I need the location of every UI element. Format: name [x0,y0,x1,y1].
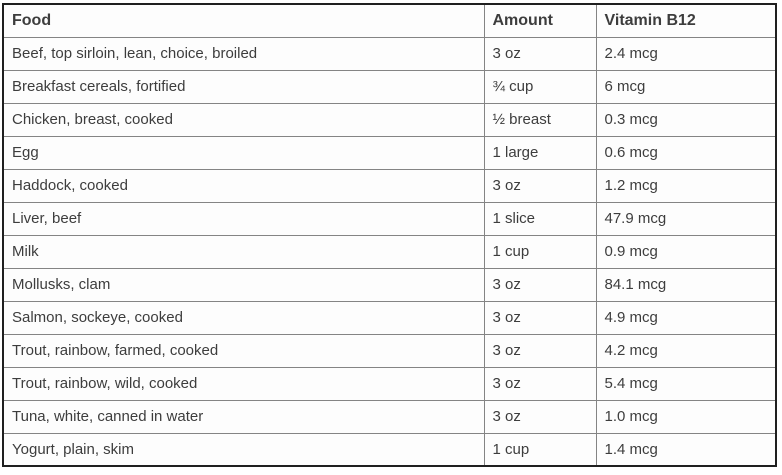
b12-cell: 1.4 mcg [595,432,777,467]
table-row: Yogurt, plain, skim 1 cup 1.4 mcg [2,432,777,467]
b12-cell: 0.6 mcg [595,135,777,170]
amount-cell: 1 large [483,135,597,170]
amount-cell: 3 oz [483,366,597,401]
food-cell: Milk [2,234,485,269]
food-cell: Tuna, white, canned in water [2,399,485,434]
table-header: Food Amount Vitamin B12 [2,3,777,38]
amount-cell: 3 oz [483,333,597,368]
food-cell: Yogurt, plain, skim [2,432,485,467]
table-row: Trout, rainbow, farmed, cooked 3 oz 4.2 mc… [2,333,777,368]
vitamin-b12-food-table: Food Amount Vitamin B12 Beef, top sirloi… [2,3,777,467]
b12-cell: 47.9 mcg [595,201,777,236]
amount-cell: 3 oz [483,399,597,434]
b12-cell: 5.4 mcg [595,366,777,401]
amount-cell: ½ breast [483,102,597,137]
food-cell: Chicken, breast, cooked [2,102,485,137]
header-amount: Amount [483,3,597,38]
b12-cell: 0.3 mcg [595,102,777,137]
b12-cell: 84.1 mcg [595,267,777,302]
table-row: Beef, top sirloin, lean, choice, broiled… [2,36,777,71]
amount-cell: 3 oz [483,267,597,302]
b12-cell: 2.4 mcg [595,36,777,71]
food-cell: Trout, rainbow, wild, cooked [2,366,485,401]
table-row: Mollusks, clam 3 oz 84.1 mcg [2,267,777,302]
b12-cell: 1.0 mcg [595,399,777,434]
table-row: Egg 1 large 0.6 mcg [2,135,777,170]
amount-cell: 3 oz [483,300,597,335]
food-cell: Egg [2,135,485,170]
b12-cell: 4.2 mcg [595,333,777,368]
food-cell: Haddock, cooked [2,168,485,203]
table-row: Haddock, cooked 3 oz 1.2 mcg [2,168,777,203]
b12-cell: 0.9 mcg [595,234,777,269]
amount-cell: 1 slice [483,201,597,236]
b12-cell: 1.2 mcg [595,168,777,203]
amount-cell: 1 cup [483,432,597,467]
amount-cell: 3 oz [483,168,597,203]
table-row: Salmon, sockeye, cooked 3 oz 4.9 mcg [2,300,777,335]
table-row: Chicken, breast, cooked ½ breast 0.3 mcg [2,102,777,137]
table-row: Tuna, white, canned in water 3 oz 1.0 mcg [2,399,777,434]
table-row: Liver, beef 1 slice 47.9 mcg [2,201,777,236]
table-row: Trout, rainbow, wild, cooked 3 oz 5.4 mcg [2,366,777,401]
food-cell: Trout, rainbow, farmed, cooked [2,333,485,368]
b12-cell: 4.9 mcg [595,300,777,335]
table-row: Breakfast cereals, fortified ¾ cup 6 mcg [2,69,777,104]
amount-cell: 1 cup [483,234,597,269]
food-cell: Breakfast cereals, fortified [2,69,485,104]
amount-cell: 3 oz [483,36,597,71]
food-cell: Salmon, sockeye, cooked [2,300,485,335]
header-vitamin-b12: Vitamin B12 [595,3,777,38]
header-food: Food [2,3,485,38]
amount-cell: ¾ cup [483,69,597,104]
food-cell: Beef, top sirloin, lean, choice, broiled [2,36,485,71]
food-cell: Mollusks, clam [2,267,485,302]
vitamin-b12-table-container: Food Amount Vitamin B12 Beef, top sirloi… [2,3,777,467]
header-row: Food Amount Vitamin B12 [2,3,777,38]
table-body: Beef, top sirloin, lean, choice, broiled… [2,36,777,467]
b12-cell: 6 mcg [595,69,777,104]
table-row: Milk 1 cup 0.9 mcg [2,234,777,269]
food-cell: Liver, beef [2,201,485,236]
